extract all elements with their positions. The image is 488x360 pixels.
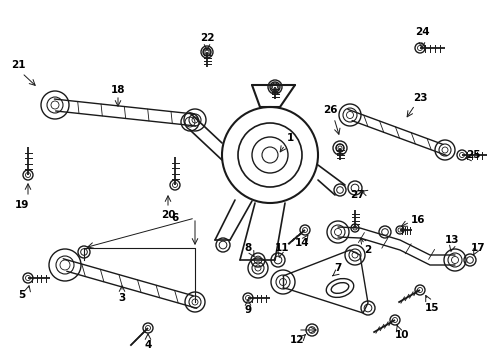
- Text: 11: 11: [274, 243, 289, 253]
- Text: 4: 4: [144, 340, 151, 350]
- Text: 2: 2: [364, 245, 371, 255]
- Text: 1: 1: [286, 133, 293, 143]
- Text: 8: 8: [244, 243, 251, 253]
- Text: 9: 9: [244, 305, 251, 315]
- Text: 21: 21: [11, 60, 25, 70]
- Text: 5: 5: [19, 290, 25, 300]
- Text: 17: 17: [470, 243, 484, 253]
- Text: 16: 16: [410, 215, 425, 225]
- Text: 22: 22: [199, 33, 214, 43]
- Text: 6: 6: [171, 213, 178, 223]
- Text: 10: 10: [394, 330, 408, 340]
- Text: 13: 13: [444, 235, 458, 245]
- Text: 20: 20: [161, 210, 175, 220]
- Text: 24: 24: [414, 27, 428, 37]
- Text: 12: 12: [289, 335, 304, 345]
- Text: 27: 27: [349, 190, 364, 200]
- Text: 26: 26: [322, 105, 337, 115]
- Text: 19: 19: [15, 200, 29, 210]
- Text: 7: 7: [334, 263, 341, 273]
- Text: 14: 14: [294, 238, 309, 248]
- Text: 23: 23: [412, 93, 427, 103]
- Text: 15: 15: [424, 303, 438, 313]
- Text: 3: 3: [118, 293, 125, 303]
- Text: 18: 18: [110, 85, 125, 95]
- Text: 25: 25: [465, 150, 479, 160]
